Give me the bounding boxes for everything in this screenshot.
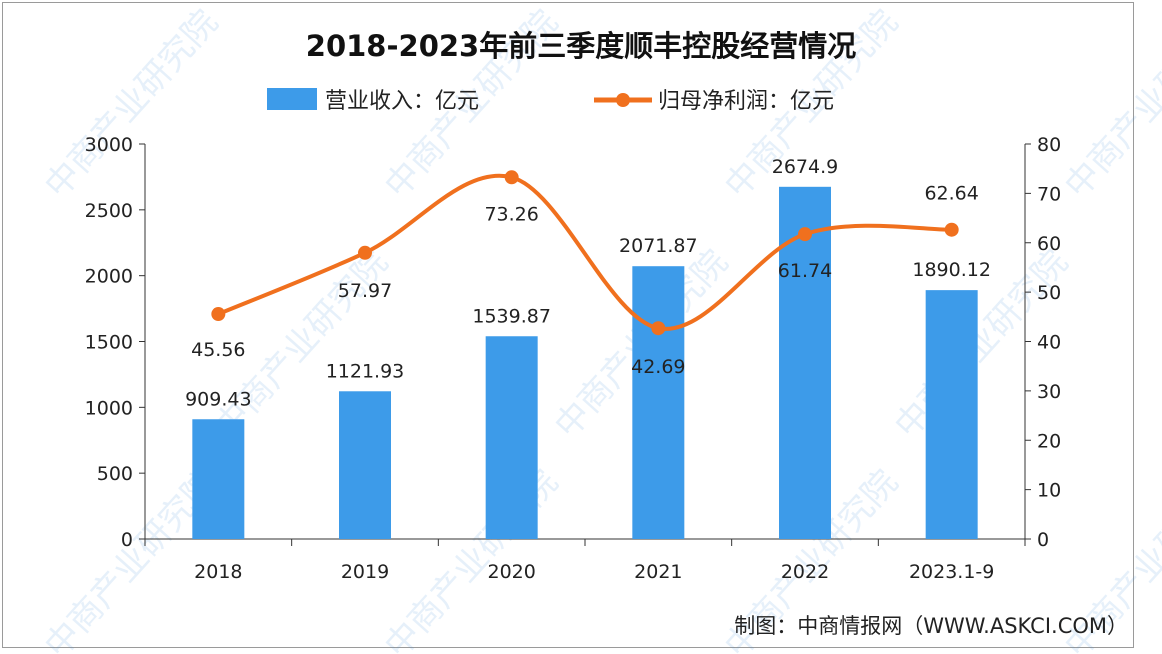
bar-label: 1890.12 — [912, 259, 991, 281]
legend-bar-label: 营业收入：亿元 — [325, 89, 479, 114]
x-tick-label: 2018 — [194, 561, 242, 583]
y-left-tick-label: 3000 — [85, 134, 133, 156]
x-tick-label: 2021 — [634, 561, 682, 583]
line-series — [211, 170, 959, 336]
y-left-tick-label: 500 — [97, 463, 133, 485]
y-right-tick-label: 70 — [1037, 183, 1061, 205]
y-left-tick-label: 1500 — [85, 332, 133, 354]
bar-label: 909.43 — [185, 388, 251, 410]
line-point — [944, 222, 959, 237]
x-tick-label: 2019 — [341, 561, 389, 583]
y-right-tick-label: 20 — [1037, 430, 1061, 452]
bar — [339, 391, 391, 539]
line-point — [504, 170, 519, 185]
y-right-tick-label: 40 — [1037, 332, 1061, 354]
bars — [192, 186, 978, 539]
bar-label: 2674.9 — [772, 156, 838, 178]
x-tick-label: 2023.1-9 — [909, 561, 994, 583]
y-right-tick-label: 50 — [1037, 282, 1061, 304]
line-label: 42.69 — [631, 356, 685, 378]
bar — [779, 186, 831, 539]
line-point — [798, 227, 812, 242]
line-label: 45.56 — [191, 339, 245, 361]
legend: 营业收入：亿元 归母净利润：亿元 — [267, 88, 834, 114]
data-labels: 909.43 1121.93 1539.87 2071.87 2674.9 1890.12… — [185, 156, 991, 410]
y-right-tick-label: 30 — [1037, 381, 1061, 403]
watermark-text: 中商产业研究院 — [37, 2, 226, 206]
line-point — [651, 321, 666, 336]
bar-label: 1539.87 — [472, 305, 551, 327]
y-left-tick-label: 2500 — [85, 200, 133, 222]
source-note: 制图：中商情报网（WWW.ASKCI.COM） — [734, 614, 1128, 638]
chart-frame — [2, 2, 1134, 648]
y-right-tick-label: 80 — [1037, 134, 1061, 156]
bar-label: 2071.87 — [619, 235, 698, 257]
bar — [192, 419, 245, 539]
legend-line-label: 归母净利润：亿元 — [658, 89, 834, 114]
y-right-tick-label: 10 — [1037, 480, 1061, 502]
legend-bar-swatch — [267, 88, 317, 110]
y-left-tick-label: 0 — [121, 529, 133, 551]
line-label: 73.26 — [484, 203, 538, 225]
y-left-tick-label: 1000 — [85, 397, 133, 419]
x-tick-label: 2020 — [487, 561, 535, 583]
legend-line-marker — [616, 93, 630, 107]
y-right-tick-label: 0 — [1037, 529, 1049, 551]
line-label: 57.97 — [338, 280, 392, 302]
line-point — [358, 245, 372, 260]
bar-label: 1121.93 — [326, 360, 405, 382]
y-right-tick-label: 60 — [1037, 233, 1061, 255]
line-point — [211, 307, 226, 322]
line-label: 62.64 — [924, 183, 978, 205]
chart-title: 2018-2023年前三季度顺丰控股经营情况 — [306, 29, 856, 63]
bar — [485, 336, 538, 539]
axes: 0 500 1000 1500 2000 2500 3000 0 10 20 30 40 50 60 70 8… — [85, 134, 1062, 583]
watermark-text: 中商产业研究院 — [1057, 2, 1162, 206]
y-left-tick-label: 2000 — [85, 266, 133, 288]
bar — [632, 266, 685, 539]
bar — [925, 290, 978, 539]
line-label: 61.74 — [778, 260, 832, 282]
x-tick-label: 2022 — [781, 561, 829, 583]
